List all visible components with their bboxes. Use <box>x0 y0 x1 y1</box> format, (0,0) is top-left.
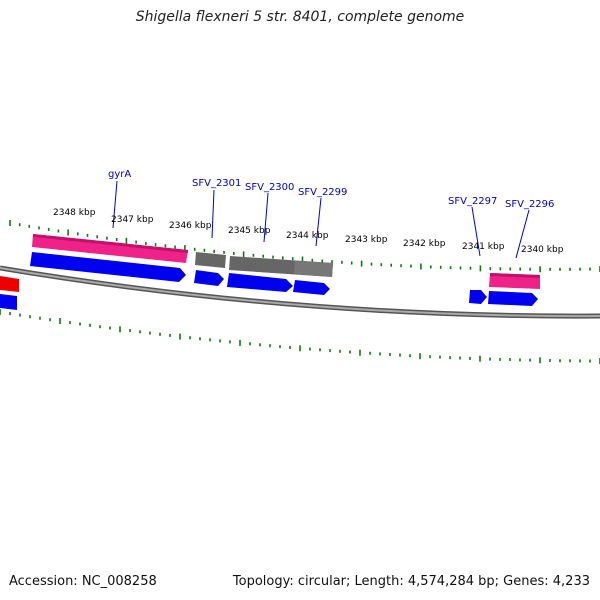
scale-label-2340: 2340 kbp <box>521 245 564 255</box>
outer-tick-ring <box>9 220 600 273</box>
gene-label-gyrA[interactable]: gyrA <box>108 169 131 180</box>
gene-label-leaders <box>112 180 530 259</box>
genome-backbone-highlight <box>0 267 600 318</box>
cds-SFV_2299[interactable] <box>293 280 330 295</box>
scale-label-2347: 2347 kbp <box>111 215 154 225</box>
cds-gyrA[interactable] <box>30 252 186 282</box>
left-edge-gene-feature[interactable] <box>0 276 19 292</box>
scale-label-2348: 2348 kbp <box>53 208 96 218</box>
cds-SFV_2301[interactable] <box>194 270 224 286</box>
scale-label-2346: 2346 kbp <box>169 221 212 231</box>
genome-info-label: Topology: circular; Length: 4,574,284 bp… <box>232 574 590 589</box>
gene-gyrA-feature[interactable] <box>32 234 188 263</box>
gene-label-SFV_2297[interactable]: SFV_2297 <box>448 196 497 207</box>
scale-label-2341: 2341 kbp <box>462 242 505 252</box>
left-edge-cds[interactable] <box>0 294 17 310</box>
gene-label-SFV_2301[interactable]: SFV_2301 <box>192 178 241 189</box>
gene-label-SFV_2300[interactable]: SFV_2300 <box>245 182 294 193</box>
cds-SFV_2297[interactable] <box>469 290 487 304</box>
gene-label-SFV_2299[interactable]: SFV_2299 <box>298 187 347 198</box>
inner-tick-ring <box>0 309 600 364</box>
scale-label-2344: 2344 kbp <box>286 231 329 241</box>
cds-SFV_2296[interactable] <box>488 291 538 306</box>
cds-SFV_2300[interactable] <box>227 273 293 292</box>
scale-label-2343: 2343 kbp <box>345 235 388 245</box>
map-title: Shigella flexneri 5 str. 8401, complete … <box>135 9 465 25</box>
gene-SFV_2299-segment[interactable] <box>294 261 333 277</box>
gene-SFV_2296-feature[interactable] <box>489 273 540 289</box>
accession-label: Accession: NC_008258 <box>9 574 157 589</box>
gene-label-SFV_2296[interactable]: SFV_2296 <box>505 199 554 210</box>
scale-label-2345: 2345 kbp <box>228 226 271 236</box>
gene-SFV_2301-feature[interactable] <box>195 252 226 268</box>
scale-label-2342: 2342 kbp <box>403 239 446 249</box>
